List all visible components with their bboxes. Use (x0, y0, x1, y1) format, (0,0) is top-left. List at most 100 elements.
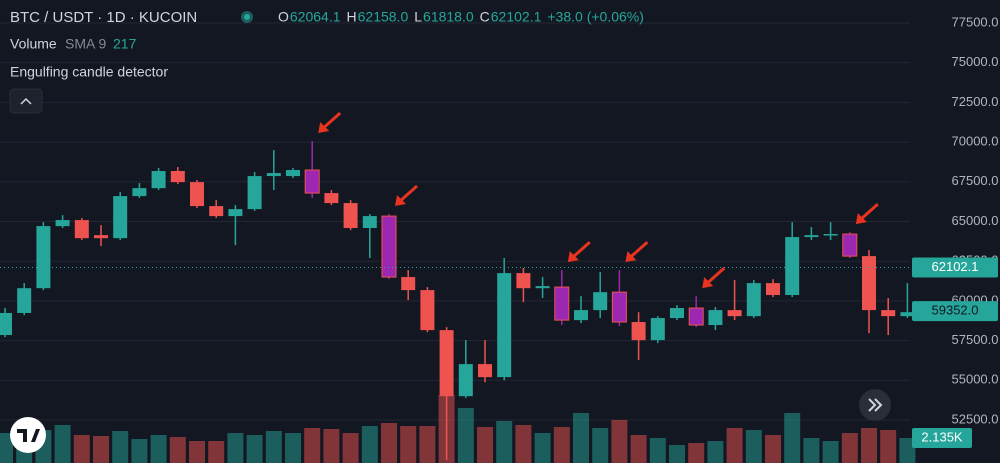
volume-bar (400, 425, 417, 463)
candle-body (113, 196, 128, 239)
candle-body (304, 169, 320, 194)
candle-body (804, 235, 819, 238)
candle-body (343, 203, 358, 229)
volume-bar (880, 430, 897, 463)
volume-bar (73, 435, 90, 463)
scroll-icon (868, 398, 883, 412)
arrow-head (625, 251, 637, 263)
y-tick-label: 70000.0 (952, 134, 999, 149)
candle-body (401, 277, 416, 291)
volume-tag-label: 2.135K (921, 429, 963, 444)
volume-bar (150, 435, 167, 463)
arrow (570, 240, 591, 260)
candle-body (823, 234, 838, 236)
collapse-icon (20, 97, 32, 105)
candle-body (535, 286, 550, 289)
candle-body (554, 286, 570, 321)
volume-bar (822, 440, 839, 463)
candle-body (266, 173, 281, 177)
volume-bar (765, 435, 781, 463)
arrow-head (702, 277, 714, 289)
price-tag (912, 301, 998, 322)
volume-bar (189, 440, 205, 463)
candle-body (611, 291, 627, 323)
volume-bar (208, 440, 225, 463)
volume-bar (573, 412, 589, 463)
candle-body (151, 170, 166, 189)
ohlc-value: 62064.1 (290, 9, 341, 25)
candle-body (688, 307, 704, 326)
candle-body (94, 235, 108, 239)
volume-bar (323, 428, 340, 463)
candle-body (631, 322, 646, 341)
candle-body (785, 237, 800, 296)
arrow-head (395, 195, 406, 207)
ohlc-label: H (347, 9, 357, 25)
volume-bar (726, 427, 743, 463)
volume-bar (54, 425, 71, 463)
candle-body (0, 312, 12, 336)
y-tick-label: 67500.0 (952, 173, 999, 188)
candle-body (478, 364, 492, 378)
arrow (705, 267, 726, 286)
candle-body (881, 310, 896, 317)
volume-bar (0, 432, 13, 463)
volume-bar (246, 435, 263, 463)
price-tag-label: 59352.0 (932, 303, 979, 318)
volume-bar (515, 425, 532, 463)
volume (0, 395, 916, 463)
y-tick-label: 57500.0 (952, 332, 999, 347)
arrow-head (855, 213, 867, 225)
candle-body (708, 310, 723, 326)
volume-tag (912, 427, 972, 448)
volume-bar (803, 437, 820, 463)
grid (0, 22, 910, 421)
status-dot (244, 14, 250, 20)
volume-value: 217 (113, 36, 137, 52)
candle-body (362, 216, 377, 229)
arrow (628, 240, 649, 260)
volume-bar (112, 430, 129, 463)
candle-body (190, 182, 204, 207)
candle-body (132, 188, 147, 197)
volume-bar (342, 432, 359, 463)
volume-bar (304, 427, 321, 463)
volume-ma: SMA 9 (65, 36, 106, 52)
candle-body (574, 310, 588, 321)
volume-bar (169, 437, 186, 463)
last-price-tag (912, 257, 998, 278)
collapse-button[interactable] (9, 88, 43, 114)
candle-body (209, 206, 224, 217)
candle-body (746, 283, 761, 317)
candle-body (650, 318, 665, 341)
volume-bar (861, 427, 877, 463)
arrow-head (318, 121, 330, 133)
last-price-label: 62102.1 (932, 259, 979, 274)
candle-body (593, 292, 608, 311)
legend: BTC / USDT · 1D · KUCOIN O 62064.1 H 62158.… (9, 9, 644, 114)
volume-bar (592, 427, 609, 463)
volume-bar (688, 442, 705, 463)
volume-bar (496, 420, 513, 463)
ohlc-value: 62102.1 (491, 9, 542, 25)
y-tick-label: 65000.0 (952, 213, 999, 228)
y-tick-label: 75000.0 (952, 54, 999, 69)
volume-bar (649, 437, 666, 463)
candle-body (170, 170, 185, 183)
volume-bar (285, 432, 301, 463)
y-tick-label: 55000.0 (952, 372, 999, 387)
candle-body (842, 233, 858, 257)
candle-body (17, 288, 32, 313)
volume-bar (611, 420, 628, 463)
volume-bar (630, 435, 647, 463)
volume-bar (745, 430, 762, 463)
volume-bar (841, 432, 858, 463)
arrow (398, 184, 418, 204)
volume-bar (477, 427, 493, 463)
volume-bar (553, 427, 570, 463)
candle-body (900, 312, 915, 317)
volume-bar (265, 430, 282, 463)
ohlc-value: 61818.0 (423, 9, 474, 25)
